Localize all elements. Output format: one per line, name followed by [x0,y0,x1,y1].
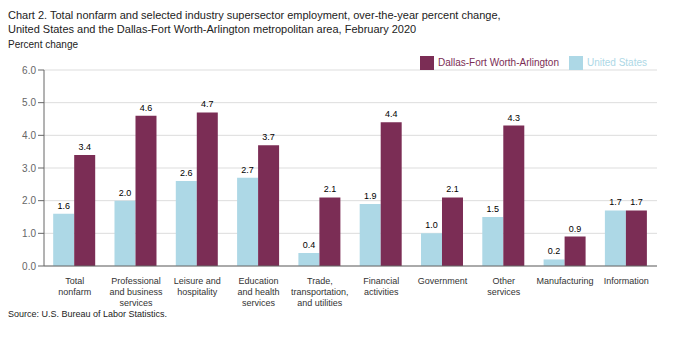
svg-text:Otherservices: Otherservices [487,276,521,297]
html-text:Dallas-Fort Worth-Arlington: Dallas-Fort Worth-Arlington [438,56,559,68]
svg-text:Professionaland businessservic: Professionaland businessservices [109,276,163,308]
svg-text:Trade,transportation,and utili: Trade,transportation,and utilities [291,276,349,308]
svg-text:4.7: 4.7 [201,99,214,109]
svg-text:0.4: 0.4 [303,240,316,250]
svg-text:5.0: 5.0 [22,97,36,108]
svg-text:1.6: 1.6 [57,201,70,211]
svg-text:4.0: 4.0 [22,130,36,141]
svg-text:1.0: 1.0 [22,228,36,239]
svg-text:2.0: 2.0 [119,188,132,198]
svg-text:Leisure andhospitality: Leisure andhospitality [174,276,221,297]
svg-text:2.6: 2.6 [180,168,193,178]
svg-text:Information: Information [604,276,649,286]
svg-text:1.7: 1.7 [630,197,643,207]
svg-text:0.9: 0.9 [569,224,582,234]
svg-text:2.1: 2.1 [324,184,337,194]
html-text:Percent change: Percent change [8,39,79,50]
svg-text:3.4: 3.4 [78,142,91,152]
svg-text:1.0: 1.0 [425,220,438,230]
svg-text:Educationand healthservices: Educationand healthservices [238,276,280,308]
svg-text:Totalnonfarm: Totalnonfarm [58,276,91,297]
svg-text:2.1: 2.1 [446,184,459,194]
html-text:Source: U.S. Bureau of Labor S: Source: U.S. Bureau of Labor Statistics. [8,309,168,319]
html-text:United States and the Dallas-F: United States and the Dallas-Fort Worth-… [8,23,417,35]
svg-text:1.9: 1.9 [364,191,377,201]
svg-text:2.7: 2.7 [241,165,254,175]
svg-text:Manufacturing: Manufacturing [537,276,594,286]
svg-text:Financialactivities: Financialactivities [363,276,399,297]
svg-text:4.4: 4.4 [385,109,398,119]
svg-text:6.0: 6.0 [22,65,36,76]
svg-text:0.0: 0.0 [22,261,36,272]
svg-text:1.5: 1.5 [487,204,500,214]
svg-text:Government: Government [418,276,468,286]
svg-text:4.6: 4.6 [140,103,153,113]
svg-text:2.0: 2.0 [22,195,36,206]
svg-text:1.7: 1.7 [609,197,622,207]
svg-text:0.2: 0.2 [548,246,561,256]
svg-text:4.3: 4.3 [508,113,521,123]
html-text:United States: United States [587,56,647,68]
svg-text:3.7: 3.7 [262,132,275,142]
svg-text:3.0: 3.0 [22,163,36,174]
html-text:Chart 2. Total nonfarm and sel: Chart 2. Total nonfarm and selected indu… [8,9,501,21]
